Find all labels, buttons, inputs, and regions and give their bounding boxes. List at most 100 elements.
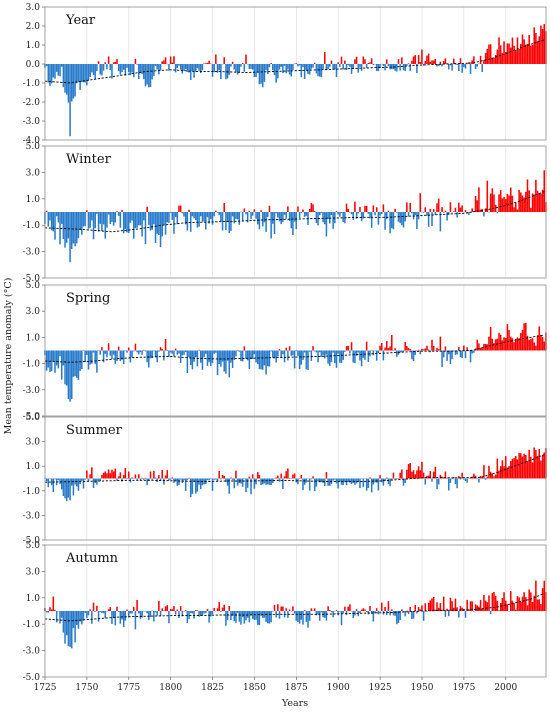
anomaly-bar	[499, 334, 502, 351]
anomaly-bar	[427, 602, 430, 611]
anomaly-bar	[255, 64, 257, 78]
anomaly-bar	[79, 64, 81, 90]
anomaly-bar	[77, 350, 80, 380]
anomaly-bar	[508, 43, 510, 64]
anomaly-bar	[226, 350, 229, 361]
anomaly-bar	[112, 471, 115, 479]
anomaly-bar	[273, 64, 276, 76]
y-tick-label: -5.0	[23, 412, 41, 422]
anomaly-bar	[402, 611, 405, 613]
anomaly-bar	[511, 458, 514, 479]
anomaly-bar	[255, 611, 257, 620]
anomaly-bar	[129, 64, 132, 76]
anomaly-bar	[223, 475, 225, 479]
anomaly-bar	[513, 342, 515, 351]
anomaly-bar	[231, 611, 234, 616]
anomaly-bar	[516, 337, 519, 351]
anomaly-bar	[253, 611, 256, 620]
anomaly-bar	[144, 64, 147, 87]
anomaly-bar	[334, 478, 336, 480]
anomaly-bar	[382, 478, 385, 486]
anomaly-bar	[471, 208, 473, 212]
anomaly-bar	[434, 466, 437, 479]
anomaly-bar	[535, 345, 537, 351]
anomaly-bar	[260, 210, 262, 212]
anomaly-bar	[511, 338, 514, 351]
anomaly-bar	[449, 64, 452, 66]
anomaly-bar	[469, 64, 472, 74]
anomaly-bar	[238, 350, 241, 352]
anomaly-bar	[134, 58, 137, 64]
anomaly-bar	[396, 350, 398, 357]
anomaly-bar	[347, 478, 349, 483]
anomaly-bar	[350, 64, 353, 74]
anomaly-bar	[169, 478, 172, 480]
anomaly-bar	[377, 478, 380, 491]
anomaly-bar	[285, 64, 287, 74]
anomaly-bar	[533, 595, 535, 611]
anomaly-bar	[255, 350, 257, 363]
anomaly-bar	[250, 350, 252, 360]
anomaly-bar	[332, 350, 334, 353]
anomaly-bar	[329, 478, 331, 486]
anomaly-bar	[446, 212, 448, 221]
anomaly-bar	[372, 611, 375, 622]
anomaly-bar	[74, 611, 76, 643]
anomaly-bar	[375, 64, 378, 72]
anomaly-bar	[479, 599, 482, 611]
anomaly-bar	[272, 212, 274, 224]
panel-frame	[44, 6, 547, 141]
anomaly-bar	[318, 611, 321, 621]
anomaly-bar	[493, 476, 495, 479]
anomaly-bar	[158, 212, 160, 235]
anomaly-bar	[471, 601, 473, 611]
anomaly-bar	[312, 346, 314, 351]
anomaly-bar	[77, 478, 80, 491]
anomaly-bar	[77, 212, 80, 239]
anomaly-bar	[288, 609, 291, 611]
anomaly-bar	[129, 611, 132, 614]
anomaly-bar	[298, 350, 301, 370]
anomaly-bar	[474, 196, 477, 212]
anomaly-bar	[186, 64, 189, 72]
anomaly-bar	[164, 606, 167, 611]
anomaly-bar	[72, 478, 75, 496]
anomaly-bar	[411, 212, 413, 214]
anomaly-bar	[188, 611, 190, 620]
anomaly-bar	[431, 598, 433, 611]
anomaly-bar	[538, 449, 540, 479]
anomaly-bar	[183, 350, 185, 355]
anomaly-bar	[520, 601, 522, 611]
panel-frame	[44, 416, 547, 541]
anomaly-bar	[391, 212, 393, 229]
anomaly-bar	[231, 212, 234, 217]
anomaly-bar	[84, 212, 86, 227]
anomaly-bar	[323, 478, 326, 487]
anomaly-bar	[355, 350, 358, 356]
anomaly-bar	[82, 478, 85, 489]
anomaly-bar	[478, 187, 480, 212]
anomaly-bar	[228, 212, 231, 233]
anomaly-bar	[189, 64, 192, 80]
anomaly-bar	[263, 478, 266, 484]
x-tick-label: 1900	[327, 683, 350, 693]
anomaly-bar	[64, 611, 66, 644]
anomaly-bar	[320, 64, 323, 78]
anomaly-bar	[99, 478, 101, 482]
anomaly-bar	[339, 64, 341, 67]
anomaly-bar	[141, 477, 143, 479]
anomaly-bar	[468, 609, 470, 611]
anomaly-bar	[57, 212, 60, 223]
y-tick-label: 5.0	[26, 413, 41, 423]
anomaly-bar	[253, 350, 256, 355]
anomaly-bar	[330, 212, 333, 216]
anomaly-bar	[169, 56, 172, 64]
anomaly-bar	[196, 610, 199, 611]
anomaly-bar	[406, 345, 408, 351]
anomaly-bar	[191, 212, 194, 217]
anomaly-bar	[126, 212, 128, 233]
anomaly-bar	[176, 478, 179, 486]
anomaly-bar	[318, 212, 321, 216]
anomaly-bar	[360, 212, 363, 222]
anomaly-bar	[468, 212, 470, 215]
